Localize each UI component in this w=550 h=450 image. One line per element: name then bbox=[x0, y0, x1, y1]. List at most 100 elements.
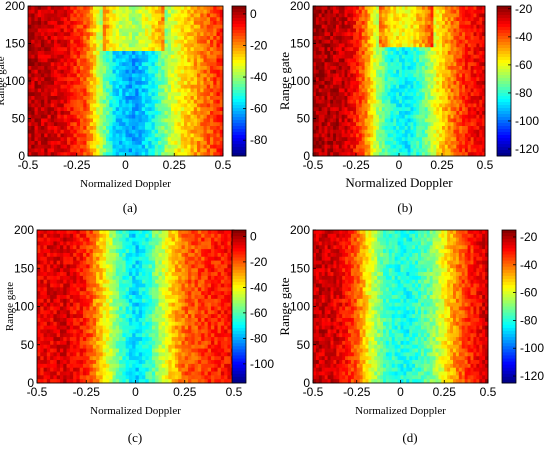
heatmap-cell bbox=[112, 21, 117, 26]
heatmap-cell bbox=[399, 66, 403, 71]
heatmap-cell bbox=[187, 99, 191, 104]
heatmap-cell bbox=[151, 47, 156, 52]
heatmap-cell bbox=[138, 122, 143, 127]
heatmap-cell bbox=[70, 17, 74, 22]
heatmap-cell bbox=[347, 141, 351, 146]
heatmap-cell bbox=[459, 77, 463, 82]
heatmap-cell bbox=[341, 107, 345, 112]
heatmap-cell bbox=[80, 84, 84, 89]
heatmap-cell bbox=[119, 129, 123, 134]
heatmap-cell bbox=[456, 144, 460, 149]
heatmap-cell bbox=[44, 9, 48, 14]
heatmap-cell bbox=[444, 137, 449, 142]
heatmap-cell bbox=[76, 54, 81, 59]
heatmap-cell bbox=[456, 6, 460, 11]
heatmap-cell bbox=[350, 114, 354, 119]
heatmap-cell bbox=[350, 126, 354, 131]
heatmap-cell bbox=[427, 13, 431, 18]
heatmap-cell bbox=[190, 32, 195, 37]
heatmap-cell bbox=[347, 54, 351, 59]
heatmap-cell bbox=[86, 99, 91, 104]
heatmap-cell bbox=[41, 144, 45, 149]
colorbar-frame bbox=[231, 5, 247, 157]
heatmap-cell bbox=[86, 111, 91, 116]
heatmap-cell bbox=[442, 28, 446, 33]
heatmap-cell bbox=[99, 141, 104, 146]
heatmap-cell bbox=[200, 47, 204, 52]
heatmap-cell bbox=[324, 81, 328, 86]
heatmap-cell bbox=[138, 144, 143, 149]
heatmap-cell bbox=[213, 17, 217, 22]
heatmap-cell bbox=[63, 54, 68, 59]
heatmap-cell bbox=[344, 73, 348, 78]
heatmap-cell bbox=[177, 21, 182, 26]
heatmap-cell bbox=[145, 129, 149, 134]
heatmap-cell bbox=[67, 21, 71, 26]
heatmap-cell bbox=[76, 66, 81, 71]
heatmap-cell bbox=[353, 77, 357, 82]
heatmap-cell bbox=[338, 148, 343, 153]
heatmap-cell bbox=[193, 54, 198, 59]
heatmap-cells bbox=[37, 230, 235, 384]
heatmap-cell bbox=[341, 66, 345, 71]
heatmap-cell bbox=[344, 17, 348, 22]
heatmap-cell bbox=[164, 88, 169, 93]
heatmap-cell bbox=[158, 141, 162, 146]
heatmap-cell bbox=[399, 21, 403, 26]
heatmap-cell bbox=[313, 88, 317, 93]
heatmap-cell bbox=[138, 51, 143, 56]
heatmap-cell bbox=[67, 17, 71, 22]
heatmap-cell bbox=[393, 152, 397, 157]
heatmap-cell bbox=[341, 39, 345, 44]
heatmap-cell bbox=[393, 47, 397, 52]
heatmap-cell bbox=[193, 24, 198, 29]
colorbar-segment bbox=[232, 60, 246, 64]
heatmap-cell bbox=[83, 114, 87, 119]
heatmap-cell bbox=[373, 51, 377, 56]
heatmap-cell bbox=[164, 77, 169, 82]
heatmap-cell bbox=[459, 28, 463, 33]
heatmap-cell bbox=[436, 77, 440, 82]
heatmap-cell bbox=[63, 144, 68, 149]
heatmap-cell bbox=[399, 13, 403, 18]
heatmap-cell bbox=[476, 39, 480, 44]
heatmap-cell bbox=[479, 24, 483, 29]
heatmap-cell bbox=[164, 137, 169, 142]
heatmap-cell bbox=[60, 144, 65, 149]
heatmap-cell bbox=[390, 137, 394, 142]
heatmap-cell bbox=[401, 152, 406, 157]
heatmap-cell bbox=[373, 43, 377, 48]
heatmap-cell bbox=[333, 114, 337, 119]
heatmap-cell bbox=[473, 9, 477, 14]
heatmap-cell bbox=[450, 32, 454, 37]
heatmap-cell bbox=[171, 144, 175, 149]
heatmap-cell bbox=[73, 118, 78, 123]
heatmap-cell bbox=[210, 141, 214, 146]
heatmap-cell bbox=[376, 62, 380, 67]
heatmap-cell bbox=[125, 107, 130, 112]
heatmap-cell bbox=[390, 17, 394, 22]
heatmap-cell bbox=[125, 144, 130, 149]
heatmap-cell bbox=[390, 99, 394, 104]
heatmap-cell bbox=[344, 43, 348, 48]
colorbar-segment bbox=[497, 150, 511, 154]
heatmap-cell bbox=[482, 62, 486, 67]
heatmap-cell bbox=[151, 129, 156, 134]
heatmap-cell bbox=[396, 129, 400, 134]
heatmap-cell bbox=[63, 39, 68, 44]
heatmap-cell bbox=[102, 9, 107, 14]
heatmap-cell bbox=[31, 43, 35, 48]
heatmap-cell bbox=[132, 96, 136, 101]
heatmap-cell bbox=[456, 66, 460, 71]
heatmap-cell bbox=[442, 66, 446, 71]
heatmap-cell bbox=[450, 51, 454, 56]
heatmap-cell bbox=[57, 39, 61, 44]
heatmap-cell bbox=[353, 62, 357, 67]
heatmap-cell bbox=[470, 144, 474, 149]
heatmap-cell bbox=[416, 92, 420, 97]
heatmap-cell bbox=[86, 24, 91, 29]
heatmap-cell bbox=[41, 62, 45, 67]
heatmap-cell bbox=[154, 43, 159, 48]
heatmap-cell bbox=[37, 32, 42, 37]
heatmap-cell bbox=[347, 107, 351, 112]
